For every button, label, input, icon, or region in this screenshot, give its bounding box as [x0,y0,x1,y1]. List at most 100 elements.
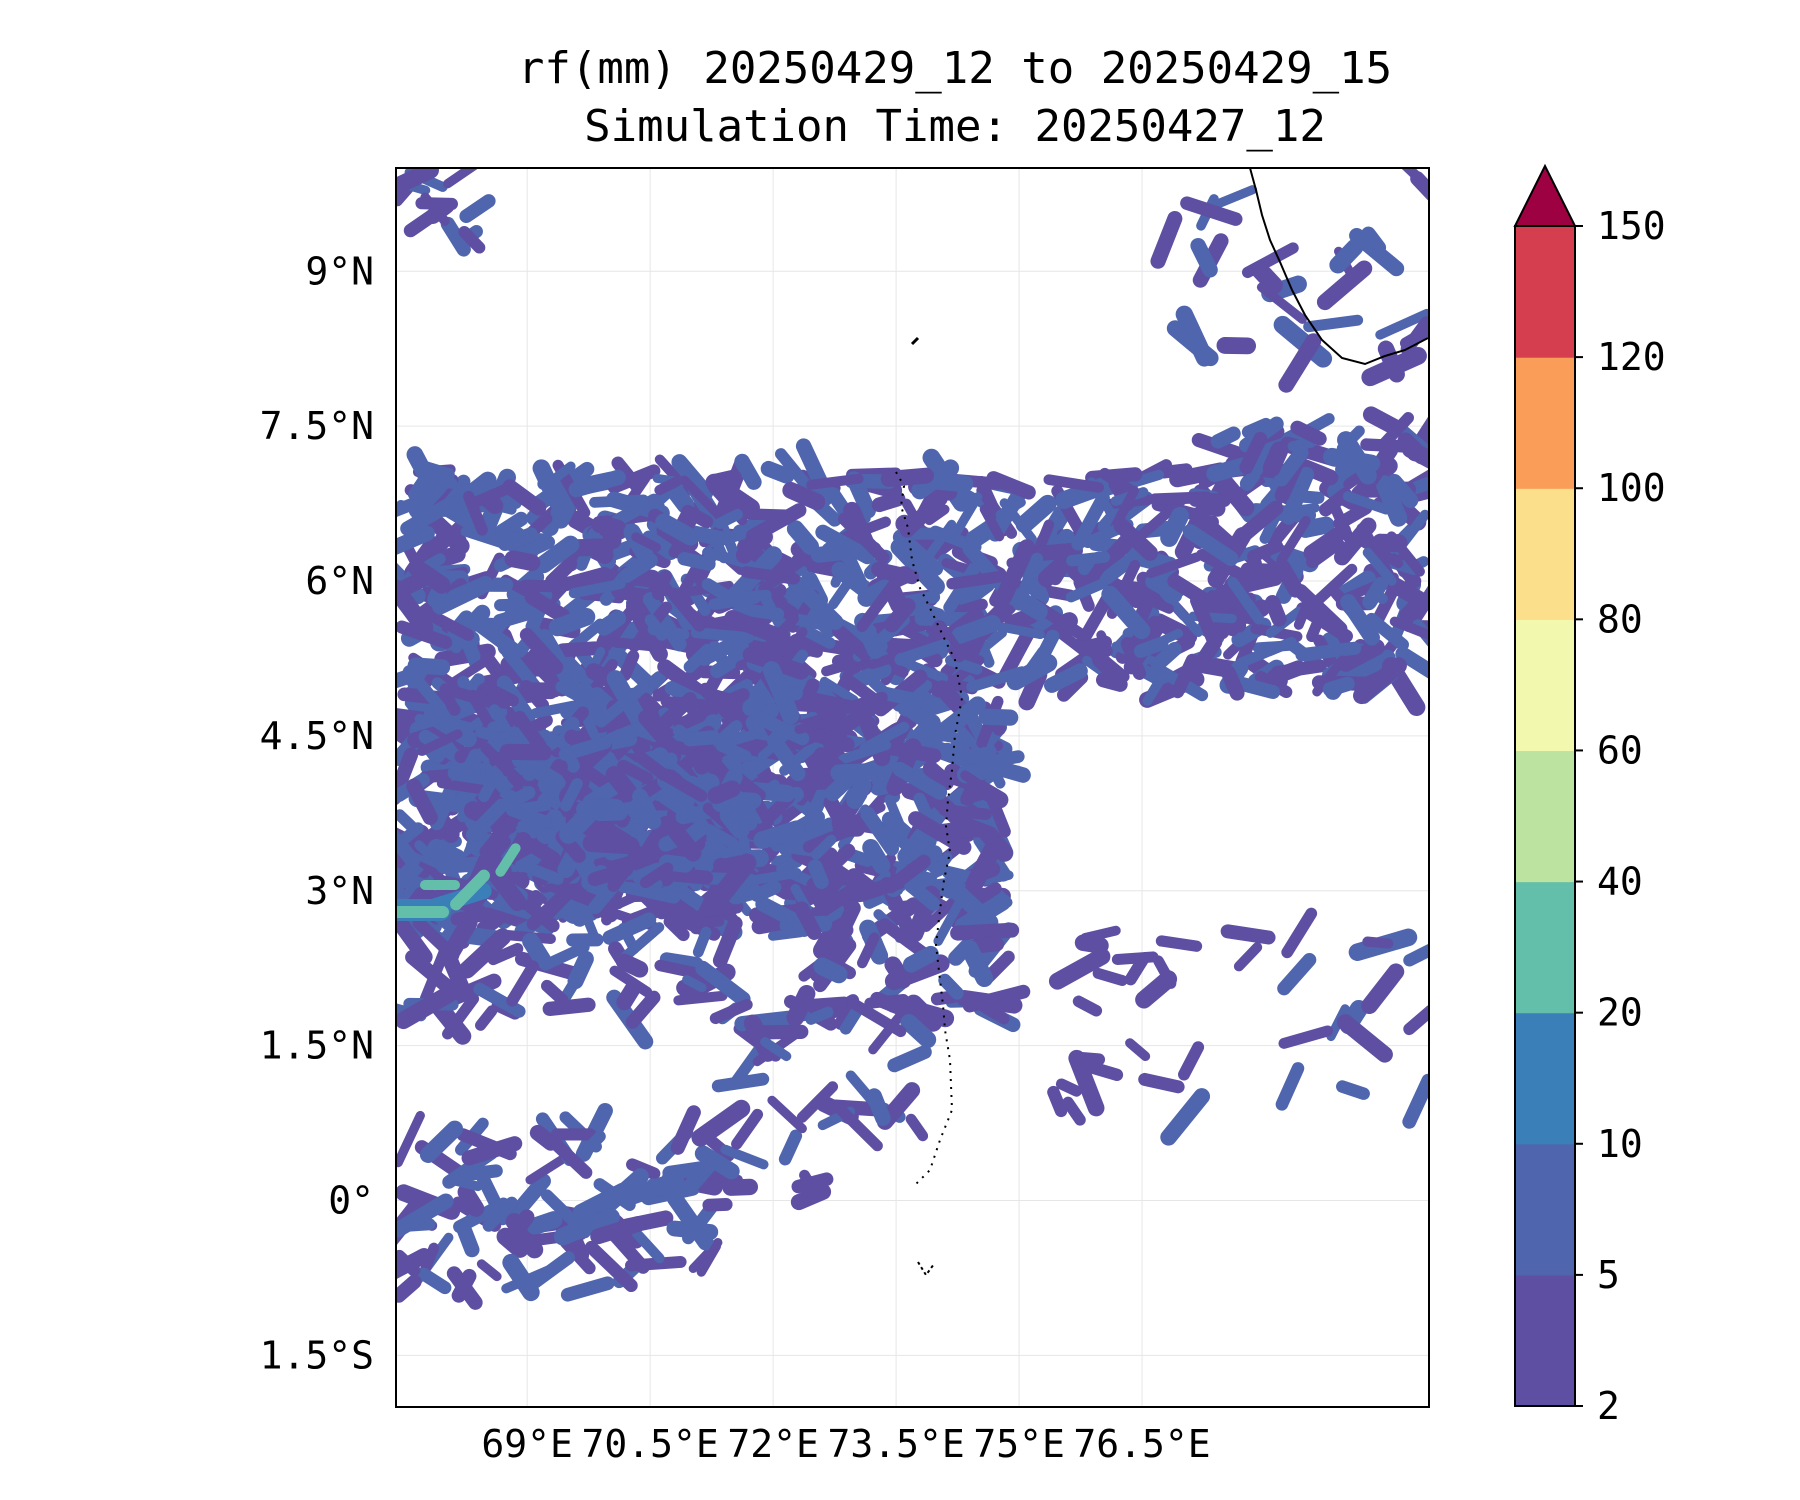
rain-cell [1339,649,1396,685]
rain-cell [504,550,541,572]
rain-cell [899,700,945,737]
rain-cell [711,1072,770,1093]
rain-cell [702,823,739,850]
rain-cell [548,607,596,637]
rain-cell [760,460,795,484]
rain-cell [1340,594,1380,646]
rain-cell [1296,602,1353,643]
rain-cell [480,683,505,702]
rain-cell [900,1013,937,1049]
rain-cell [1403,943,1429,967]
rain-cell [1145,574,1183,603]
rain-cell [1306,608,1327,643]
rain-cell [1362,406,1403,435]
rain-cell [416,467,458,489]
rain-cell [1318,487,1353,517]
rain-cell [1250,261,1283,295]
rain-cell [836,691,888,716]
colorbar: 2 5 10 20 40 60 80 100 120 150 [1513,163,1666,1428]
rain-cell [735,602,785,621]
rain-cell [946,571,1005,590]
rain-cell [871,491,906,513]
rain-cell [868,1008,907,1055]
rain-cell [550,494,576,519]
rain-cell [837,540,873,600]
rain-cell [960,770,1002,802]
rain-cell [512,710,547,752]
rain-cell [821,661,848,677]
rain-cell [534,535,580,574]
rain-cell [1135,970,1178,1009]
rain-cell [482,1196,518,1232]
rain-cell [1342,491,1392,515]
rain-cell [465,798,509,842]
rain-cell [396,620,453,649]
rain-cell [1386,531,1425,577]
rain-cell [794,901,822,940]
rain-cell [1287,437,1317,452]
rain-cell [463,490,488,536]
rain-cell [692,926,712,958]
rain-cell [694,1145,740,1180]
rain-cell [867,651,901,670]
rain-cell [890,538,945,596]
colorbar-tick-label: 80 [1597,597,1643,641]
rain-cell [851,662,892,689]
rain-cell [396,908,433,965]
rain-cell [559,1236,596,1275]
rain-cell [1363,563,1428,608]
rain-cell [458,225,486,254]
lat-tick-label: 6°N [305,559,374,603]
rain-cell [715,739,752,763]
rain-cell [1113,518,1158,561]
rain-cell [1080,925,1121,943]
colorbar-tick-label: 10 [1597,1122,1643,1166]
rain-cell [396,985,458,1030]
rain-cell [807,859,829,890]
rain-cell [511,751,565,790]
rain-cell [1101,585,1151,640]
rain-cell [965,517,1002,549]
rain-cell [1337,638,1385,672]
rain-cell [813,868,849,910]
rain-cell [720,1144,769,1170]
colorbar-segment [1515,488,1575,620]
rain-cell [811,834,837,860]
rain-cell [930,852,953,879]
rain-cell [880,467,935,487]
rain-cell [705,469,742,491]
rain-cell [1065,578,1109,603]
rain-cell [576,798,624,819]
rain-cell [979,504,1005,542]
rain-cell [794,713,849,734]
rain-cell [860,806,900,856]
rain-cell [690,627,755,644]
rain-cell [537,777,566,805]
rain-cell [526,1211,563,1235]
rain-cell [884,956,912,989]
colorbar-segment [1515,226,1575,358]
rain-cell [459,748,484,783]
rain-cell [1273,445,1309,487]
colorbar-tick-label: 20 [1597,991,1643,1035]
rain-cell [487,943,524,966]
colorbar-tick-label: 100 [1597,466,1666,510]
rain-cell [1399,593,1428,623]
rain-cell [752,867,802,885]
india-coastline [1249,168,1429,366]
lon-tick-label: 72°E [727,1422,819,1466]
rain-cell [616,953,649,978]
rain-cell [1077,1058,1124,1082]
rain-cell [709,998,753,1025]
rain-cell [734,453,762,490]
rain-cell [908,661,949,684]
rain-cell [766,733,806,782]
colorbar-tick-label: 5 [1597,1253,1620,1297]
colorbar-tick-label: 120 [1597,335,1666,379]
rain-cell [1329,238,1364,274]
rain-cell [619,553,658,583]
rainfall-contours [396,168,1429,1310]
rain-cell [949,492,983,541]
rain-cell [1401,440,1429,469]
rain-cell [567,950,594,990]
